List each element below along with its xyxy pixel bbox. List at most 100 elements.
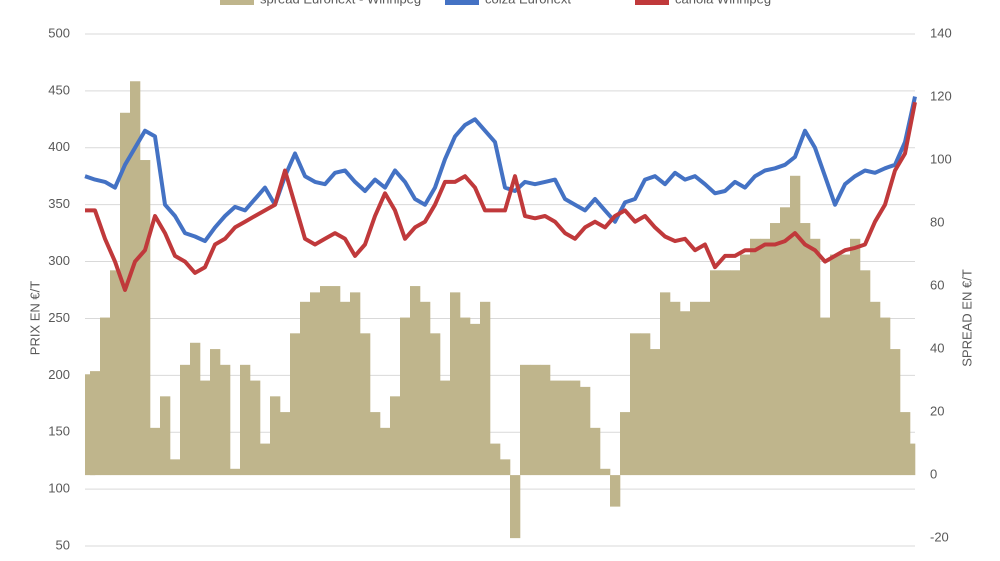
y2-tick-label: 100: [930, 151, 952, 166]
spread-bar: [650, 349, 661, 476]
y2-tick-label: 140: [930, 25, 952, 40]
spread-bar: [860, 270, 871, 476]
y2-axis-label: SPREAD EN €/T: [959, 269, 974, 367]
spread-bar: [490, 443, 501, 476]
price-line: [85, 101, 917, 292]
spread-bar: [480, 301, 491, 476]
y-tick-label: 250: [48, 310, 70, 325]
spread-bar: [700, 301, 711, 476]
spread-bar: [450, 292, 461, 476]
y2-tick-label: 40: [930, 341, 944, 356]
spread-bar: [100, 317, 111, 476]
spread-bar: [560, 380, 571, 476]
y-tick-label: 300: [48, 253, 70, 268]
spread-bar: [880, 317, 891, 476]
legend-label: spread Euronext - Winnipeg: [260, 0, 421, 6]
spread-bar: [310, 292, 321, 476]
spread-bar: [720, 270, 731, 476]
spread-bar: [840, 254, 851, 476]
spread-bar: [370, 412, 381, 476]
spread-bar: [910, 443, 916, 476]
y2-tick-label: 0: [930, 467, 937, 482]
spread-bar: [150, 427, 161, 476]
spread-bar: [530, 364, 541, 476]
spread-bar: [850, 238, 861, 476]
spread-bar: [220, 364, 231, 476]
y-tick-label: 500: [48, 25, 70, 40]
spread-bar: [270, 396, 281, 476]
y2-tick-label: 20: [930, 404, 944, 419]
y-tick-label: 350: [48, 196, 70, 211]
legend-label: colza Euronext: [485, 0, 571, 6]
spread-bar: [110, 270, 121, 476]
spread-bar: [340, 301, 351, 476]
spread-bar: [680, 311, 691, 476]
spread-bar: [260, 443, 271, 476]
legend-swatch: [220, 0, 254, 5]
y-tick-label: 150: [48, 424, 70, 439]
spread-bar: [670, 301, 681, 476]
spread-bar: [780, 207, 791, 476]
spread-bar: [820, 317, 831, 476]
y-tick-label: 100: [48, 481, 70, 496]
spread-bar: [380, 427, 391, 476]
spread-bar: [470, 323, 481, 476]
spread-bar: [760, 238, 771, 476]
legend-swatch: [445, 0, 479, 5]
y-tick-label: 400: [48, 139, 70, 154]
spread-bar: [800, 223, 811, 476]
spread-bar: [830, 254, 841, 476]
spread-bar: [320, 286, 331, 476]
y-tick-label: 450: [48, 82, 70, 97]
spread-bar: [440, 380, 451, 476]
y2-tick-label: 60: [930, 277, 944, 292]
spread-bar: [130, 81, 141, 476]
spread-bar: [240, 364, 251, 476]
spread-bar: [550, 380, 561, 476]
spread-bar: [590, 427, 601, 476]
spread-bar: [350, 292, 361, 476]
spread-bar: [360, 333, 371, 476]
spread-bar: [740, 254, 751, 476]
spread-bar: [520, 364, 531, 476]
y2-tick-label: 120: [930, 88, 952, 103]
spread-bar: [90, 371, 101, 476]
spread-bar: [460, 317, 471, 476]
legend-swatch: [635, 0, 669, 5]
spread-bar: [230, 468, 241, 476]
spread-bar: [640, 333, 651, 476]
spread-bar: [280, 412, 291, 476]
price-line: [84, 96, 917, 244]
spread-bar: [290, 333, 301, 476]
spread-bar: [210, 349, 221, 476]
spread-bar: [500, 459, 511, 476]
y2-tick-label: 80: [930, 214, 944, 229]
spread-bar: [790, 175, 801, 476]
spread-bar: [300, 301, 311, 476]
y-tick-label: 200: [48, 367, 70, 382]
spread-bar: [770, 223, 781, 476]
y-tick-label: 50: [56, 537, 70, 552]
spread-bar: [200, 380, 211, 476]
spread-bar: [620, 412, 631, 476]
legend-label: canola Winnipeg: [675, 0, 771, 6]
spread-bar: [510, 475, 521, 539]
spread-bar: [870, 301, 881, 476]
spread-bar: [410, 286, 421, 476]
spread-bar: [730, 270, 741, 476]
spread-bar: [890, 349, 901, 476]
spread-bar: [710, 270, 721, 476]
spread-bar: [140, 160, 151, 476]
spread-bar: [660, 292, 671, 476]
spread-bar: [900, 412, 911, 476]
spread-bar: [600, 468, 611, 476]
spread-bar: [160, 396, 171, 476]
spread-bar: [330, 286, 341, 476]
spread-bar: [180, 364, 191, 476]
spread-bar: [750, 238, 761, 476]
spread-bar: [540, 364, 551, 476]
spread-bar: [120, 112, 131, 476]
spread-bar: [390, 396, 401, 476]
spread-bar: [170, 459, 181, 476]
y2-tick-label: -20: [930, 530, 949, 545]
